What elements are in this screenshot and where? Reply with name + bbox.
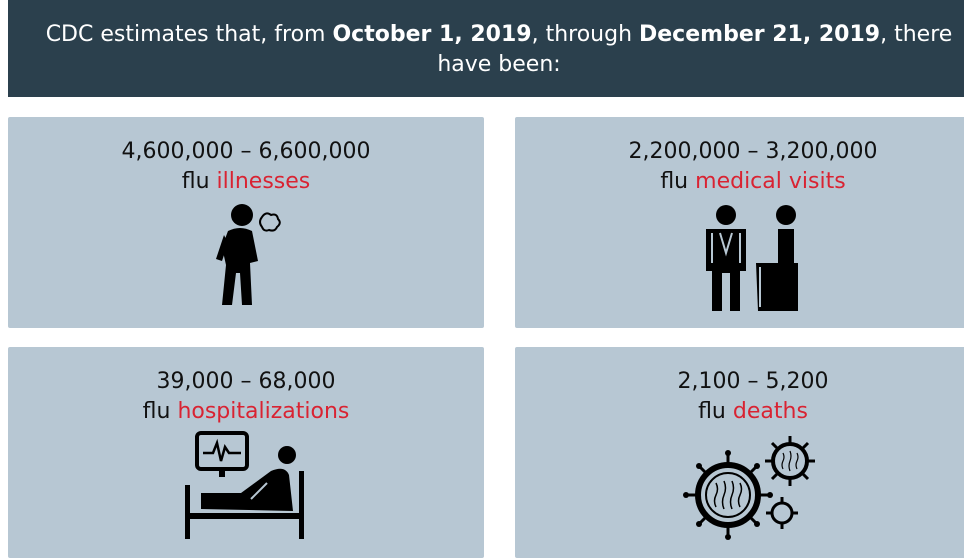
virus-icon: [683, 436, 815, 540]
stat-label: flu illnesses: [8, 167, 484, 197]
stat-card: 2,200,000 – 3,200,000 flu medical visits: [515, 117, 964, 328]
header-date: December 21, 2019: [639, 22, 881, 47]
stat-prefix: flu: [698, 399, 726, 424]
stat-label: flu medical visits: [515, 167, 964, 197]
stat-prefix: flu: [181, 169, 210, 194]
hospital-bed-icon: [185, 431, 304, 539]
stat-label: flu hospitalizations: [8, 397, 484, 427]
header-text: , through: [531, 22, 639, 47]
header-text: CDC estimates that, from: [45, 22, 333, 47]
header-banner: CDC estimates that, from October 1, 2019…: [8, 0, 964, 97]
header-text: , there have been:: [437, 22, 953, 77]
stat-highlight: hospitalizations: [177, 399, 350, 424]
stat-highlight: medical visits: [695, 169, 846, 194]
stat-card: 2,100 – 5,200 flu deaths: [515, 347, 964, 558]
stat-range: 2,100 – 5,200: [677, 369, 829, 394]
stat-highlight: deaths: [732, 399, 808, 424]
sick-person-icon: [216, 204, 281, 305]
header-date: October 1, 2019: [332, 22, 532, 47]
stat-label: flu deaths: [515, 397, 964, 427]
doctor-patient-icon: [706, 205, 798, 311]
stat-highlight: illnesses: [216, 169, 311, 194]
stat-card: 39,000 – 68,000 flu hospitalizations: [8, 347, 484, 558]
stat-range: 4,600,000 – 6,600,000: [121, 139, 371, 164]
stat-card: 4,600,000 – 6,600,000 flu illnesses: [8, 117, 484, 328]
stat-prefix: flu: [660, 169, 689, 194]
stat-range: 39,000 – 68,000: [156, 369, 336, 394]
stat-prefix: flu: [142, 399, 171, 424]
stat-range: 2,200,000 – 3,200,000: [628, 139, 878, 164]
